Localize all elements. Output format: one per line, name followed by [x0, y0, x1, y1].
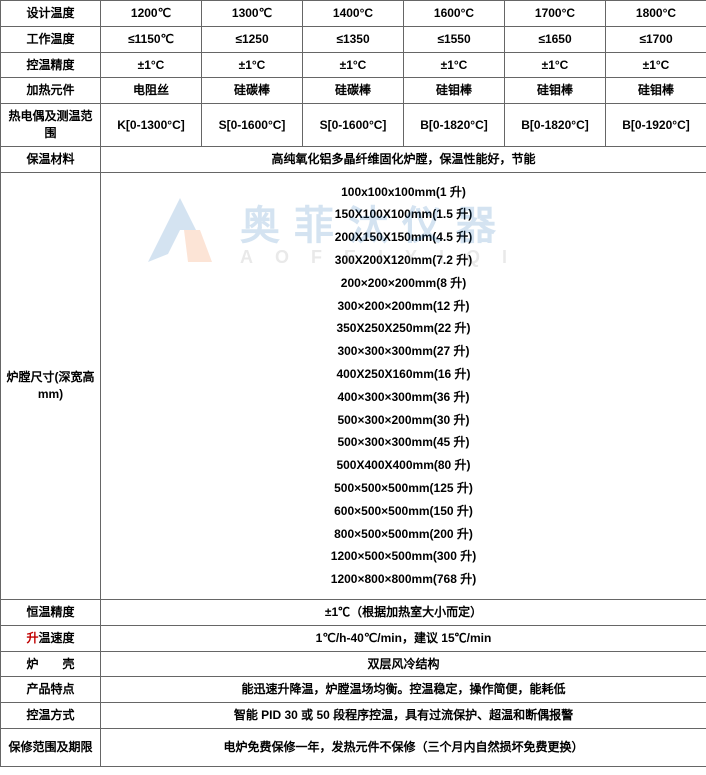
size-entry: 300×300×300mm(27 升)	[103, 340, 704, 363]
label-thermocouple: 热电偶及测温范围	[1, 104, 101, 147]
label-control-mode: 控温方式	[1, 703, 101, 729]
cell: ≤1700	[606, 26, 706, 52]
size-entry: 500×300×200mm(30 升)	[103, 409, 704, 432]
size-entry: 200×200×200mm(8 升)	[103, 272, 704, 295]
size-entry: 800×500×500mm(200 升)	[103, 523, 704, 546]
cell: ≤1350	[303, 26, 404, 52]
size-entry: 500X400X400mm(80 升)	[103, 454, 704, 477]
size-entry: 300×200×200mm(12 升)	[103, 295, 704, 318]
cell: ≤1550	[404, 26, 505, 52]
row-insulation: 保温材料 高纯氧化铝多晶纤维固化炉膛，保温性能好，节能	[1, 146, 706, 172]
cell: 硅碳棒	[202, 78, 303, 104]
cell: 1700°C	[505, 1, 606, 27]
label-design-temp: 设计温度	[1, 1, 101, 27]
size-entry: 400×300×300mm(36 升)	[103, 386, 704, 409]
cell: S[0-1600°C]	[202, 104, 303, 147]
size-entry: 1200×800×800mm(768 升)	[103, 568, 704, 591]
cell: ±1°C	[505, 52, 606, 78]
label-heating-rate: 升温速度	[1, 625, 101, 651]
cell: K[0-1300°C]	[101, 104, 202, 147]
label-warranty: 保修范围及期限	[1, 728, 101, 766]
size-entry: 500×500×500mm(125 升)	[103, 477, 704, 500]
cell: 1400°C	[303, 1, 404, 27]
cell-control-mode: 智能 PID 30 或 50 段程序控温，具有过流保护、超温和断偶报警	[101, 703, 706, 729]
size-entry: 1200×500×500mm(300 升)	[103, 545, 704, 568]
cell: ±1°C	[202, 52, 303, 78]
label-work-temp: 工作温度	[1, 26, 101, 52]
row-chamber-size: 炉膛尺寸(深宽高 mm) 100x100x100mm(1 升)150X100X1…	[1, 172, 706, 599]
size-entry: 300X200X120mm(7.2 升)	[103, 249, 704, 272]
cell: 1800°C	[606, 1, 706, 27]
cell-insulation: 高纯氧化铝多晶纤维固化炉膛，保温性能好，节能	[101, 146, 706, 172]
size-entry: 200X150X150mm(4.5 升)	[103, 226, 704, 249]
row-work-temp: 工作温度 ≤1150℃ ≤1250 ≤1350 ≤1550 ≤1650 ≤170…	[1, 26, 706, 52]
size-entry: 100x100x100mm(1 升)	[103, 181, 704, 204]
label-heating-element: 加热元件	[1, 78, 101, 104]
cell: 1600°C	[404, 1, 505, 27]
cell: 1300℃	[202, 1, 303, 27]
cell-warranty: 电炉免费保修一年，发热元件不保修（三个月内自然损坏免费更换）	[101, 728, 706, 766]
cell: ±1°C	[404, 52, 505, 78]
row-warranty: 保修范围及期限 电炉免费保修一年，发热元件不保修（三个月内自然损坏免费更换）	[1, 728, 706, 766]
cell-temp-accuracy: ±1℃（根据加热室大小而定）	[101, 599, 706, 625]
cell: 硅钼棒	[606, 78, 706, 104]
row-heating-rate: 升温速度 1℃/h-40℃/min，建议 15℃/min	[1, 625, 706, 651]
label-insulation: 保温材料	[1, 146, 101, 172]
cell-shell: 双层风冷结构	[101, 651, 706, 677]
cell: ≤1250	[202, 26, 303, 52]
label-control-accuracy: 控温精度	[1, 52, 101, 78]
size-entry: 400X250X160mm(16 升)	[103, 363, 704, 386]
row-shell: 炉 壳 双层风冷结构	[1, 651, 706, 677]
cell-chamber-sizes: 100x100x100mm(1 升)150X100X100mm(1.5 升)20…	[101, 172, 706, 599]
row-temp-accuracy: 恒温精度 ±1℃（根据加热室大小而定）	[1, 599, 706, 625]
cell: 硅钼棒	[505, 78, 606, 104]
label-heating-rate-red: 升	[26, 631, 38, 645]
cell: 1200℃	[101, 1, 202, 27]
size-entry: 600×500×500mm(150 升)	[103, 500, 704, 523]
cell-heating-rate: 1℃/h-40℃/min，建议 15℃/min	[101, 625, 706, 651]
label-features: 产品特点	[1, 677, 101, 703]
cell: 电阻丝	[101, 78, 202, 104]
label-shell: 炉 壳	[1, 651, 101, 677]
row-heating-element: 加热元件 电阻丝 硅碳棒 硅碳棒 硅钼棒 硅钼棒 硅钼棒	[1, 78, 706, 104]
row-design-temp: 设计温度 1200℃ 1300℃ 1400°C 1600°C 1700°C 18…	[1, 1, 706, 27]
cell: B[0-1920°C]	[606, 104, 706, 147]
cell: ±1°C	[606, 52, 706, 78]
row-control-mode: 控温方式 智能 PID 30 或 50 段程序控温，具有过流保护、超温和断偶报警	[1, 703, 706, 729]
label-heating-rate-rest: 温速度	[39, 631, 75, 645]
row-control-accuracy: 控温精度 ±1°C ±1°C ±1°C ±1°C ±1°C ±1°C	[1, 52, 706, 78]
size-entry: 500×300×300mm(45 升)	[103, 431, 704, 454]
row-features: 产品特点 能迅速升降温，炉膛温场均衡。控温稳定，操作简便，能耗低	[1, 677, 706, 703]
size-entry: 150X100X100mm(1.5 升)	[103, 203, 704, 226]
cell: B[0-1820°C]	[505, 104, 606, 147]
cell: 硅钼棒	[404, 78, 505, 104]
cell-features: 能迅速升降温，炉膛温场均衡。控温稳定，操作简便，能耗低	[101, 677, 706, 703]
cell: 硅碳棒	[303, 78, 404, 104]
label-chamber-size: 炉膛尺寸(深宽高 mm)	[1, 172, 101, 599]
cell: S[0-1600°C]	[303, 104, 404, 147]
cell: ±1°C	[101, 52, 202, 78]
cell: B[0-1820°C]	[404, 104, 505, 147]
cell: ≤1150℃	[101, 26, 202, 52]
row-thermocouple: 热电偶及测温范围 K[0-1300°C] S[0-1600°C] S[0-160…	[1, 104, 706, 147]
spec-table: 设计温度 1200℃ 1300℃ 1400°C 1600°C 1700°C 18…	[0, 0, 706, 767]
cell: ±1°C	[303, 52, 404, 78]
cell: ≤1650	[505, 26, 606, 52]
size-entry: 350X250X250mm(22 升)	[103, 317, 704, 340]
label-temp-accuracy: 恒温精度	[1, 599, 101, 625]
